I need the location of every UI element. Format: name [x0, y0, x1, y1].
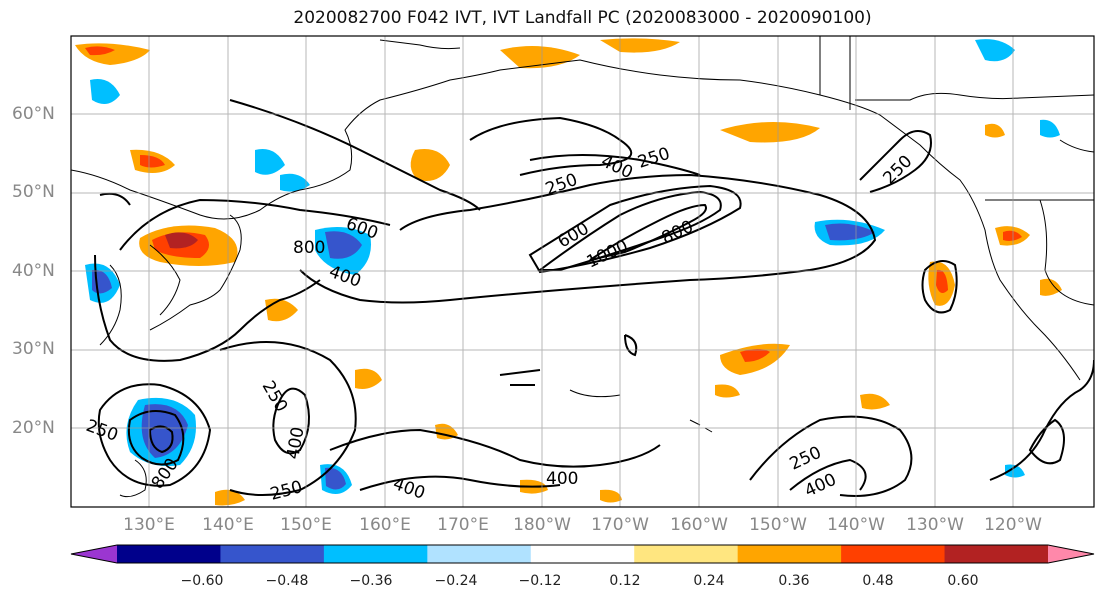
contour-label: 400	[390, 474, 427, 504]
colorbar-tick: 0.48	[862, 573, 894, 589]
contour-label: 250	[268, 477, 305, 505]
lon-label: 140°E	[202, 515, 254, 535]
lat-label: 20°N	[12, 418, 55, 438]
positive-anomaly-patches	[75, 38, 1062, 506]
lon-label: 140°W	[827, 515, 885, 535]
lat-label: 30°N	[12, 339, 55, 359]
lon-label: 120°W	[984, 515, 1042, 535]
coastlines	[71, 36, 1094, 498]
contour-label: 1000	[584, 236, 632, 272]
contour-label: 250	[83, 416, 120, 446]
colorbar-tick: −0.24	[434, 573, 478, 589]
colorbar-tick: −0.12	[518, 573, 562, 589]
lon-label: 170°W	[591, 515, 649, 535]
lat-label: 50°N	[12, 182, 55, 202]
lon-label: 130°W	[906, 515, 964, 535]
colorbar-tick: 0.36	[778, 573, 810, 589]
contour-label: 400	[283, 425, 308, 460]
contour-label: 250	[543, 170, 580, 200]
colorbar-tick: −0.60	[180, 573, 224, 589]
colorbar-tick: −0.48	[265, 573, 309, 589]
contour-label: 250	[635, 144, 672, 173]
contour-label: 400	[802, 470, 840, 502]
contour-label: 800	[293, 238, 325, 258]
colorbar-tick: 0.12	[609, 573, 641, 589]
lon-label: 150°E	[280, 515, 332, 535]
contour-label: 250	[258, 378, 292, 416]
lon-label: 130°E	[123, 515, 175, 535]
lon-label: 160°E	[359, 515, 411, 535]
lon-label: 150°W	[749, 515, 807, 535]
lon-label: 180°W	[513, 515, 571, 535]
colorbar-tick: −0.36	[349, 573, 393, 589]
map-title: 2020082700 F042 IVT, IVT Landfall PC (20…	[293, 8, 872, 28]
map-frame	[70, 35, 1095, 508]
colorbar-tick: 0.60	[947, 573, 979, 589]
colorbar-tick: 0.24	[693, 573, 725, 589]
lon-label: 170°E	[437, 515, 489, 535]
contour-label: 400	[546, 469, 578, 489]
gridlines	[71, 36, 1094, 507]
lon-label: 160°W	[670, 515, 728, 535]
lat-label: 60°N	[12, 104, 55, 124]
contour-label: 250	[879, 151, 916, 188]
lat-label: 40°N	[12, 261, 55, 281]
contour-label: 600	[555, 219, 593, 253]
